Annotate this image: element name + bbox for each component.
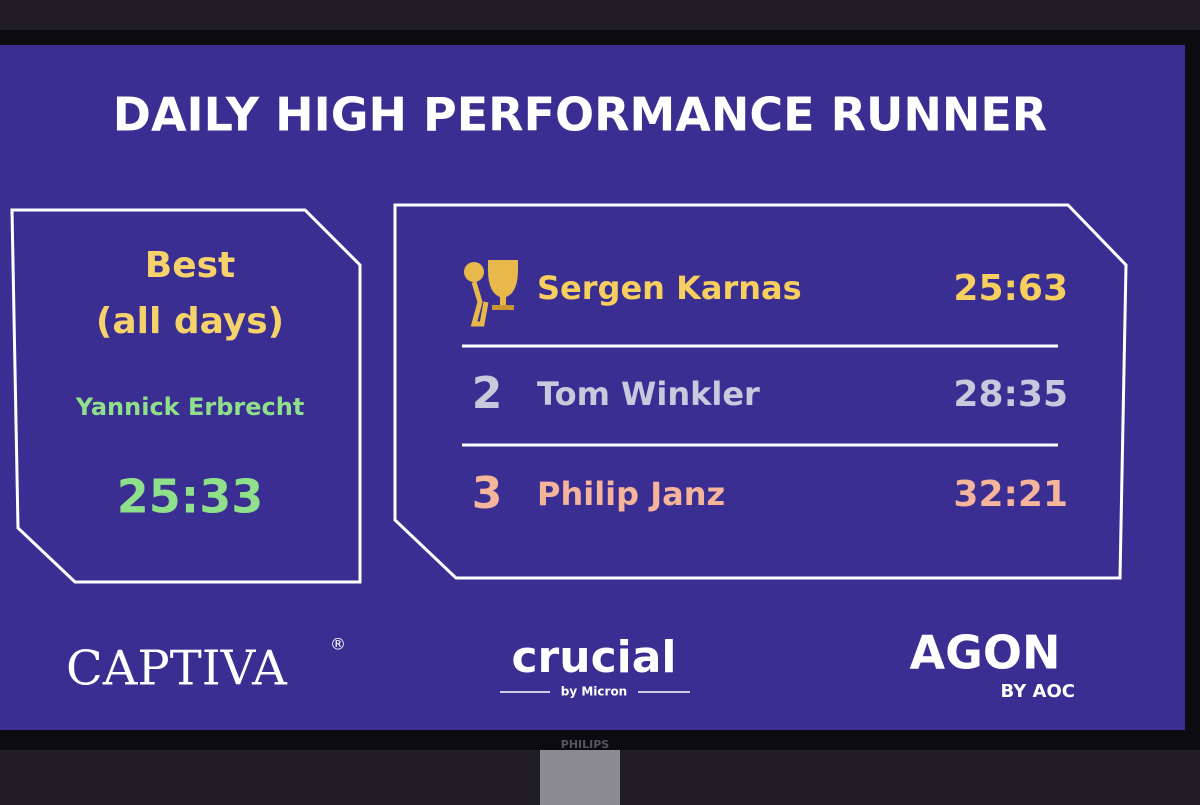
sponsor-crucial: crucial (511, 632, 676, 683)
best-time: 25:33 (117, 470, 263, 524)
best-heading: Best (145, 245, 236, 286)
sponsor-captiva-mark: ® (330, 635, 346, 654)
rank: 3 (472, 468, 503, 519)
title: DAILY HIGH PERFORMANCE RUNNER (113, 88, 1047, 142)
screen (0, 45, 1185, 730)
monitor-stand (540, 750, 620, 805)
leaderboard-panel (393, 203, 1128, 580)
best-panel (10, 208, 362, 584)
rank: 2 (472, 368, 503, 419)
sponsor-agon-sub: BY AOC (1001, 681, 1075, 702)
runner-time: 28:35 (953, 374, 1068, 415)
sponsor-crucial-sub: by Micron (561, 685, 627, 699)
runner-time: 32:21 (953, 474, 1068, 515)
runner-name: Sergen Karnas (537, 269, 802, 307)
sponsor-agon: AGON (910, 626, 1061, 680)
best-heading: (all days) (96, 301, 284, 342)
leaderboard-rows: Sergen Karnas 25:63 2 Tom Winkler 28:35 3 Phil… (472, 268, 1068, 519)
sponsor-captiva: CAPTIVA (66, 641, 288, 697)
trophy-icon (464, 260, 518, 327)
monitor-brand: PHILIPS (561, 738, 610, 751)
best-name: Yannick Erbrecht (75, 393, 305, 421)
runner-name: Philip Janz (537, 475, 725, 513)
runner-name: Tom Winkler (537, 375, 760, 413)
runner-time: 25:63 (953, 268, 1068, 309)
